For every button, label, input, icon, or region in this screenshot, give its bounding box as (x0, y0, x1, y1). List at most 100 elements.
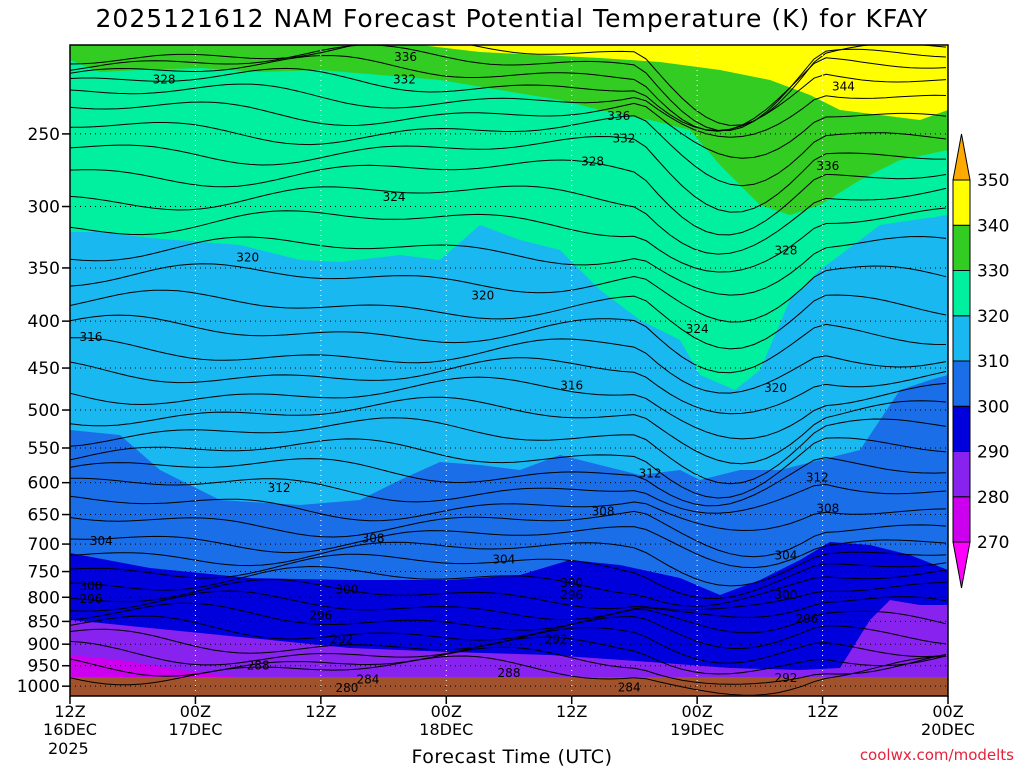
contour-label: 284 (356, 672, 379, 686)
colorbar-label: 350 (977, 171, 1009, 191)
contour-line (70, 578, 947, 611)
contour-label: 308 (592, 504, 615, 518)
y-tick-label: 800 (28, 588, 60, 608)
contour-label: 312 (639, 466, 662, 480)
y-tick-label: 450 (28, 359, 60, 379)
terrain-fill (70, 677, 948, 696)
contour-label: 328 (581, 155, 604, 169)
contour-label: 324 (383, 190, 406, 204)
colorbar-swatch (952, 360, 971, 407)
contour-line (70, 54, 947, 132)
colorbar-label: 270 (977, 533, 1009, 553)
y-tick-label: 1000 (17, 677, 60, 697)
colorbar-swatch (952, 405, 971, 452)
y-tick-label: 700 (28, 535, 60, 555)
contour-line (70, 289, 947, 350)
contour-line (70, 541, 947, 587)
contour-label: 320 (236, 251, 259, 265)
contour-line (70, 417, 947, 485)
contour-label: 296 (795, 612, 818, 626)
contour-line (70, 207, 947, 273)
colorbar-label: 290 (977, 443, 1009, 463)
contour-line (70, 456, 947, 507)
contour-label: 296 (79, 592, 102, 606)
contour-label: 300 (336, 583, 359, 597)
y-tick-label: 250 (28, 125, 60, 145)
y-tick-label: 550 (28, 439, 60, 459)
y-tick-label: 650 (28, 506, 60, 526)
contour-label: 332 (393, 72, 416, 86)
contour-label: 336 (394, 50, 417, 64)
colorbar-label: 280 (977, 488, 1009, 508)
y-tick-label: 350 (28, 259, 60, 279)
contour-line (70, 615, 947, 650)
contour-line (70, 526, 947, 569)
contour-label: 312 (268, 481, 291, 495)
colorbar-extend-high (952, 133, 971, 181)
contour-line (70, 115, 947, 187)
contour-line (70, 437, 947, 499)
band-280-290 (70, 600, 948, 696)
x-tick-label-time: 12Z (305, 702, 336, 721)
contour-label: 316 (79, 330, 102, 344)
colorbar-extend-low (952, 541, 971, 589)
y-axis: 250 300 350 400 450 500 550 600 650 700 750 800 850 9… (17, 125, 70, 697)
contour-line (70, 337, 947, 394)
contour-label: 304 (492, 553, 515, 567)
contour-label: 292 (775, 671, 798, 685)
chart-title: 2025121612 NAM Forecast Potential Temper… (95, 4, 929, 33)
plot-frame (69, 44, 949, 697)
y-tick-label: 400 (28, 312, 60, 332)
band-270-280 (70, 655, 320, 684)
contour-label: 344 (832, 80, 855, 94)
contour-label: 280 (336, 681, 359, 695)
contour-line (70, 314, 947, 374)
contour-line (70, 495, 947, 532)
contour-label: 288 (498, 666, 521, 680)
x-tick-label-date: 17DEC (168, 720, 222, 739)
credit-link[interactable]: coolwx.com/modelts (859, 746, 1014, 764)
contour-line (70, 565, 947, 607)
y-tick-label: 600 (28, 474, 60, 494)
contour-line (70, 357, 947, 415)
x-tick-label-date: 20DEC (921, 720, 975, 739)
y-tick-label: 900 (28, 635, 60, 655)
contour-line (70, 263, 947, 323)
contour-line (70, 655, 947, 696)
contour-field (70, 45, 948, 696)
contour-label: 304 (90, 534, 113, 548)
x-tick-label-date: 18DEC (419, 720, 473, 739)
x-tick-label-date: 16DEC (43, 720, 97, 739)
contour-label: 292 (545, 633, 568, 647)
contour-line (70, 45, 947, 132)
y-tick-label: 750 (28, 563, 60, 583)
band-340-350 (420, 45, 948, 120)
contour-label: 332 (613, 132, 636, 146)
contour-label: 296 (309, 608, 332, 622)
contour-line (70, 67, 947, 132)
contour-line (70, 45, 947, 127)
contour-line (70, 590, 947, 621)
colorbar-swatch (952, 224, 971, 271)
colorbar-label: 310 (977, 352, 1009, 372)
x-tick-label-date: 19DEC (670, 720, 724, 739)
year-label: 2025 (48, 739, 89, 758)
contour-label: 304 (775, 548, 798, 562)
contour-label: 288 (247, 659, 270, 673)
contour-label: 308 (362, 531, 385, 545)
contour-line (70, 135, 946, 213)
colorbar-swatch (952, 451, 971, 498)
contour-labels: 336 328 332 344 336 332 328 336 324 328 320 320 316 3… (79, 50, 854, 695)
x-tick-label-time: 00Z (431, 702, 462, 721)
contour-label: 320 (764, 381, 787, 395)
x-tick-label-time: 12Z (807, 702, 838, 721)
x-axis-label: Forecast Time (UTC) (411, 746, 613, 768)
contour-label: 328 (775, 243, 798, 257)
contour-label: 292 (330, 633, 353, 647)
colorbar-label: 300 (977, 397, 1009, 417)
band-330-340 (70, 45, 948, 215)
y-tick-label: 500 (28, 401, 60, 421)
